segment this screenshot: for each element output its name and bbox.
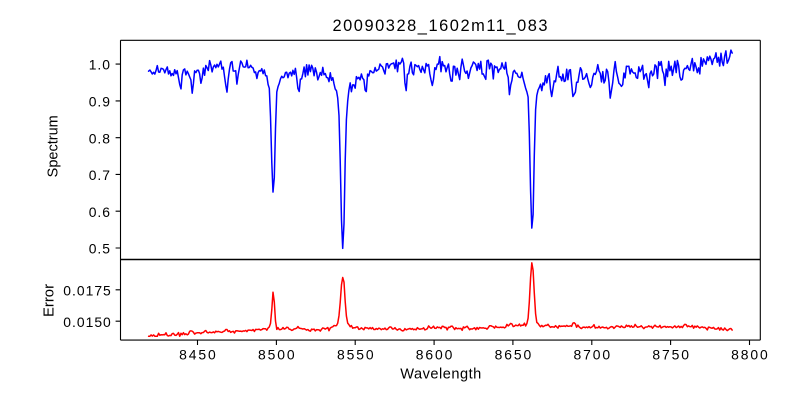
svg-text:20090328_1602m11_083: 20090328_1602m11_083	[332, 17, 549, 35]
svg-text:1.0: 1.0	[89, 57, 111, 73]
svg-text:0.0150: 0.0150	[63, 314, 112, 330]
svg-text:8450: 8450	[179, 346, 218, 362]
svg-text:Error: Error	[41, 284, 57, 317]
svg-text:0.8: 0.8	[89, 130, 111, 146]
svg-text:8500: 8500	[258, 346, 297, 362]
svg-text:8650: 8650	[495, 346, 534, 362]
svg-text:Wavelength: Wavelength	[400, 367, 482, 383]
svg-text:8750: 8750	[652, 346, 691, 362]
svg-text:0.9: 0.9	[89, 94, 111, 110]
svg-text:8700: 8700	[573, 346, 612, 362]
svg-text:0.7: 0.7	[89, 167, 111, 183]
svg-text:8600: 8600	[416, 346, 455, 362]
svg-text:8800: 8800	[731, 346, 770, 362]
svg-text:0.5: 0.5	[89, 241, 111, 257]
svg-text:0.6: 0.6	[89, 204, 111, 220]
svg-text:0.0175: 0.0175	[63, 282, 112, 298]
svg-text:8550: 8550	[337, 346, 376, 362]
svg-text:Spectrum: Spectrum	[46, 115, 62, 177]
